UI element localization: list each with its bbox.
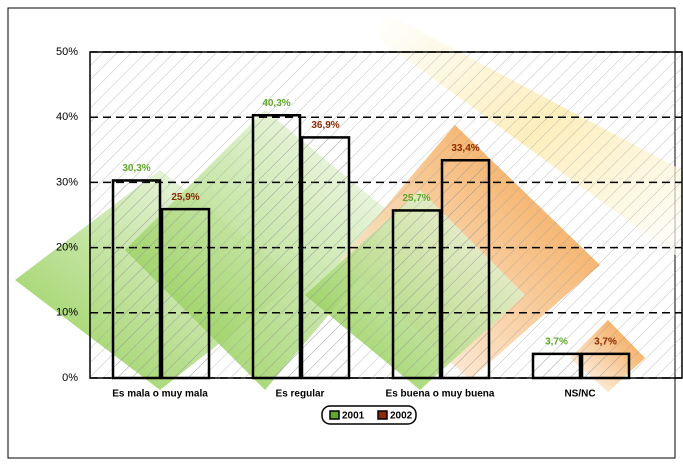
value-label: 30,3% [122,163,150,174]
legend-label: 2002 [390,411,413,422]
x-tick-label: Es regular [276,389,325,400]
y-tick-label: 0% [62,372,78,384]
value-label: 25,9% [171,192,199,203]
plot-border [89,51,683,379]
bar [531,352,582,380]
y-tick-label: 50% [56,46,78,58]
bar [300,136,351,380]
legend-label: 2001 [342,411,365,422]
y-tick-label: 30% [56,176,78,188]
value-label: 33,4% [451,143,479,154]
value-label: 3,7% [594,337,617,348]
x-tick-label: Es mala o muy mala [112,389,208,400]
y-tick-label: 10% [56,307,78,319]
bar [251,113,302,380]
bar [580,352,631,380]
x-tick-label: NS/NC [564,389,595,400]
bar [440,158,491,380]
y-tick-label: 20% [56,242,78,254]
legend-swatch [377,410,388,420]
bar [160,207,211,380]
bar [111,179,162,380]
value-label: 3,7% [545,337,568,348]
legend: 2001 2002 [321,405,417,425]
legend-swatch [329,410,340,420]
x-tick-label: Es buena o muy buena [386,389,495,400]
y-tick-label: 40% [56,111,78,123]
value-label: 40,3% [262,98,290,109]
bar [391,209,442,380]
value-label: 25,7% [402,193,430,204]
value-label: 36,9% [311,120,339,131]
